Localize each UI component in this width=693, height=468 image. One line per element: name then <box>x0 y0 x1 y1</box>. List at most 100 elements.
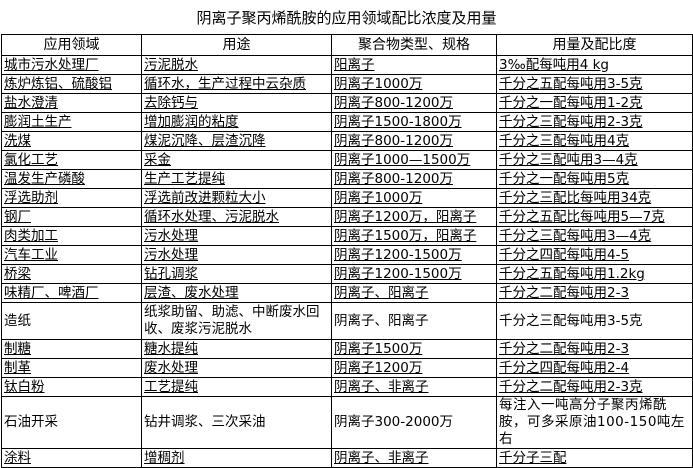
cell-text: 千分之五配比每吨用5—7克 <box>499 208 665 225</box>
cell-use: 生产工艺提纯 <box>141 169 332 189</box>
header-field: 应用领域 <box>1 34 142 56</box>
cell-dosage: 千分之三配每吨用3-5克 <box>496 302 693 340</box>
cell-text: 去除钙与 <box>144 94 198 111</box>
cell-text: 城市污水处理厂 <box>4 56 99 73</box>
cell-polymer-type: 阴离子、非离子 <box>331 448 497 468</box>
cell-dosage: 千分之三配每吨用4克 <box>496 131 693 151</box>
cell-text: 采金 <box>144 151 171 168</box>
cell-dosage: 千分子三配 <box>496 448 693 468</box>
cell-text: 阴离子1500万，阳离子 <box>334 227 477 244</box>
cell-text: 阴离子、阳离子 <box>334 312 429 329</box>
cell-text: 氯化工艺 <box>4 151 58 168</box>
cell-field: 洗煤 <box>1 131 142 151</box>
table-row: 钛白粉 工艺提纯 阴离子、非离子 千分之二配每吨用2-3克 <box>1 377 693 397</box>
table-row: 味精厂、啤酒厂 层渣、废水处理 阴离子、阳离子 千分之二配每吨用2-3 <box>1 283 693 303</box>
cell-text: 阴离子1000万 <box>334 75 423 92</box>
cell-use: 循环水，生产过程中云杂质 <box>141 74 332 94</box>
cell-text: 阴离子、阳离子 <box>334 284 429 301</box>
cell-text: 钢厂 <box>4 208 31 225</box>
cell-text: 污水处理 <box>144 246 198 263</box>
cell-dosage: 千分之二配每吨用2-3 <box>496 283 693 303</box>
cell-dosage: 千分之一配每吨用1-2克 <box>496 93 693 113</box>
cell-field: 盐水澄清 <box>1 93 142 113</box>
cell-use: 采金 <box>141 150 332 170</box>
cell-text: 纸浆助留、助滤、中断废水回收、废浆污泥脱水 <box>144 304 320 337</box>
cell-text: 千分之三配吨用3—4克 <box>499 151 638 168</box>
cell-use: 工艺提纯 <box>141 377 332 397</box>
cell-text: 千分之五配每吨用1.2kg <box>499 265 645 282</box>
cell-text: 循环水，生产过程中云杂质 <box>144 75 306 92</box>
cell-polymer-type: 阴离子1000—1500万 <box>331 150 497 170</box>
cell-text: 味精厂、啤酒厂 <box>4 284 99 301</box>
cell-text: 千分之四配每吨用2-4 <box>499 359 630 376</box>
cell-use: 循环水处理、污泥脱水 <box>141 207 332 227</box>
table-row: 肉类加工 污水处理 阴离子1500万，阳离子 千分之三配每吨用3—4克 <box>1 226 693 246</box>
cell-dosage: 千分之二配每吨用2-3克 <box>496 377 693 397</box>
cell-dosage: 3‰配每吨用4 kg <box>496 55 693 75</box>
cell-field: 钢厂 <box>1 207 142 227</box>
cell-polymer-type: 阴离子1200-1500万 <box>331 264 497 284</box>
table-row: 浮选助剂 浮选前改进颗粒大小 阴离子1000万 千分之三配比每吨用34克 <box>1 188 693 208</box>
cell-field: 制糖 <box>1 339 142 359</box>
cell-text: 糖水提纯 <box>144 340 198 357</box>
cell-text: 阴离子、非离子 <box>334 378 429 395</box>
cell-field: 桥梁 <box>1 264 142 284</box>
table-row: 钢厂 循环水处理、污泥脱水 阴离子1200万，阳离子 千分之五配比每吨用5—7克 <box>1 207 693 227</box>
cell-field: 浮选助剂 <box>1 188 142 208</box>
cell-text: 千分之一配每吨用5克 <box>499 170 630 187</box>
cell-text: 浮选助剂 <box>4 189 58 206</box>
cell-dosage: 千分之三配吨用3—4克 <box>496 150 693 170</box>
cell-polymer-type: 阴离子、阳离子 <box>331 283 497 303</box>
header-dosage: 用量及配比度 <box>496 34 693 56</box>
cell-field: 城市污水处理厂 <box>1 55 142 75</box>
cell-use: 层渣、废水处理 <box>141 283 332 303</box>
cell-polymer-type: 阳离子 <box>331 55 497 75</box>
cell-use: 增稠剂 <box>141 448 332 468</box>
cell-text: 层渣、废水处理 <box>144 284 239 301</box>
cell-text: 阳离子 <box>334 56 375 73</box>
table-row: 炼炉炼铝、硫酸铝 循环水，生产过程中云杂质 阴离子1000万 千分之五配每吨用3-5克 <box>1 74 693 94</box>
table-row: 洗煤 煤泥沉降、层渣沉降 阴离子800-1200万 千分之三配每吨用4克 <box>1 131 693 151</box>
table-row: 城市污水处理厂 污泥脱水 阳离子 3‰配每吨用4 kg <box>1 55 693 75</box>
cell-field: 石油开采 <box>1 396 142 449</box>
cell-text: 废水处理 <box>144 359 198 376</box>
cell-field: 炼炉炼铝、硫酸铝 <box>1 74 142 94</box>
cell-use: 污水处理 <box>141 245 332 265</box>
cell-text: 阴离子800-1200万 <box>334 94 453 111</box>
cell-polymer-type: 阴离子1000万 <box>331 74 497 94</box>
cell-use: 钻井调浆、三次采油 <box>141 396 332 449</box>
cell-dosage: 千分之五配比每吨用5—7克 <box>496 207 693 227</box>
table-header-row: 应用领域 用途 聚合物类型、规格 用量及配比度 <box>1 34 693 56</box>
cell-field: 肉类加工 <box>1 226 142 246</box>
cell-text: 盐水澄清 <box>4 94 58 111</box>
cell-use: 增加膨润的粘度 <box>141 112 332 132</box>
cell-text: 循环水处理、污泥脱水 <box>144 208 279 225</box>
cell-text: 增加膨润的粘度 <box>144 113 239 130</box>
cell-field: 味精厂、啤酒厂 <box>1 283 142 303</box>
cell-text: 煤泥沉降、层渣沉降 <box>144 132 266 149</box>
cell-text: 阴离子1000—1500万 <box>334 151 471 168</box>
header-polymer-type: 聚合物类型、规格 <box>331 34 497 56</box>
cell-field: 温发生产磷酸 <box>1 169 142 189</box>
cell-text: 阴离子1500-1800万 <box>334 113 462 130</box>
cell-dosage: 千分之五配每吨用3-5克 <box>496 74 693 94</box>
cell-use: 煤泥沉降、层渣沉降 <box>141 131 332 151</box>
cell-text: 阴离子1200万，阳离子 <box>334 208 477 225</box>
cell-dosage: 千分之五配每吨用1.2kg <box>496 264 693 284</box>
table-row: 桥梁 钻孔调浆 阴离子1200-1500万 千分之五配每吨用1.2kg <box>1 264 693 284</box>
cell-polymer-type: 阴离子300-2000万 <box>331 396 497 449</box>
cell-use: 废水处理 <box>141 358 332 378</box>
table-row: 温发生产磷酸 生产工艺提纯 阴离子800-1200万 千分之一配每吨用5克 <box>1 169 693 189</box>
cell-text: 钛白粉 <box>4 378 45 395</box>
application-table: 应用领域 用途 聚合物类型、规格 用量及配比度 城市污水处理厂 污泥脱水 阳离子 3‰… <box>1 34 693 468</box>
cell-text: 汽车工业 <box>4 246 58 263</box>
cell-text: 阴离子1200-1500万 <box>334 246 462 263</box>
cell-text: 阴离子800-1200万 <box>334 132 453 149</box>
cell-polymer-type: 阴离子1200-1500万 <box>331 245 497 265</box>
cell-text: 阴离子1000万 <box>334 189 423 206</box>
cell-text: 温发生产磷酸 <box>4 170 85 187</box>
cell-dosage: 千分之二配每吨用2-3 <box>496 339 693 359</box>
table-row: 盐水澄清 去除钙与 阴离子800-1200万 千分之一配每吨用1-2克 <box>1 93 693 113</box>
cell-text: 3‰配每吨用4 kg <box>499 56 609 73</box>
cell-field: 涂料 <box>1 448 142 468</box>
